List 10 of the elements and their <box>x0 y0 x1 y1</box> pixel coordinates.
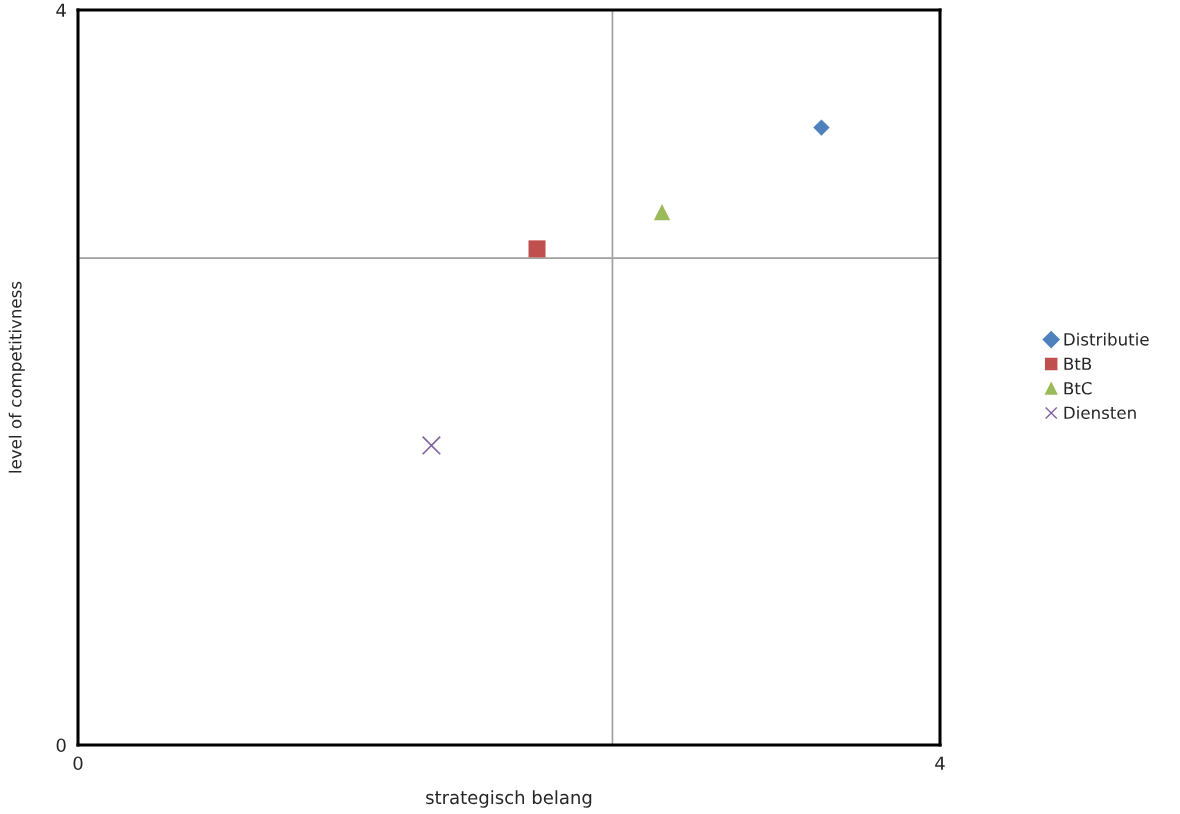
legend-label: BtC <box>1064 381 1092 395</box>
point <box>528 240 546 258</box>
legend-label: BtB <box>1064 357 1092 370</box>
point <box>421 435 442 456</box>
y-axis-title: level of competitivness <box>8 281 25 473</box>
point <box>813 119 830 136</box>
x-axis-title: strategisch belang <box>426 790 592 808</box>
point <box>653 203 671 221</box>
legend-label: Distributie <box>1064 332 1149 346</box>
legend-label: Diensten <box>1064 406 1136 420</box>
